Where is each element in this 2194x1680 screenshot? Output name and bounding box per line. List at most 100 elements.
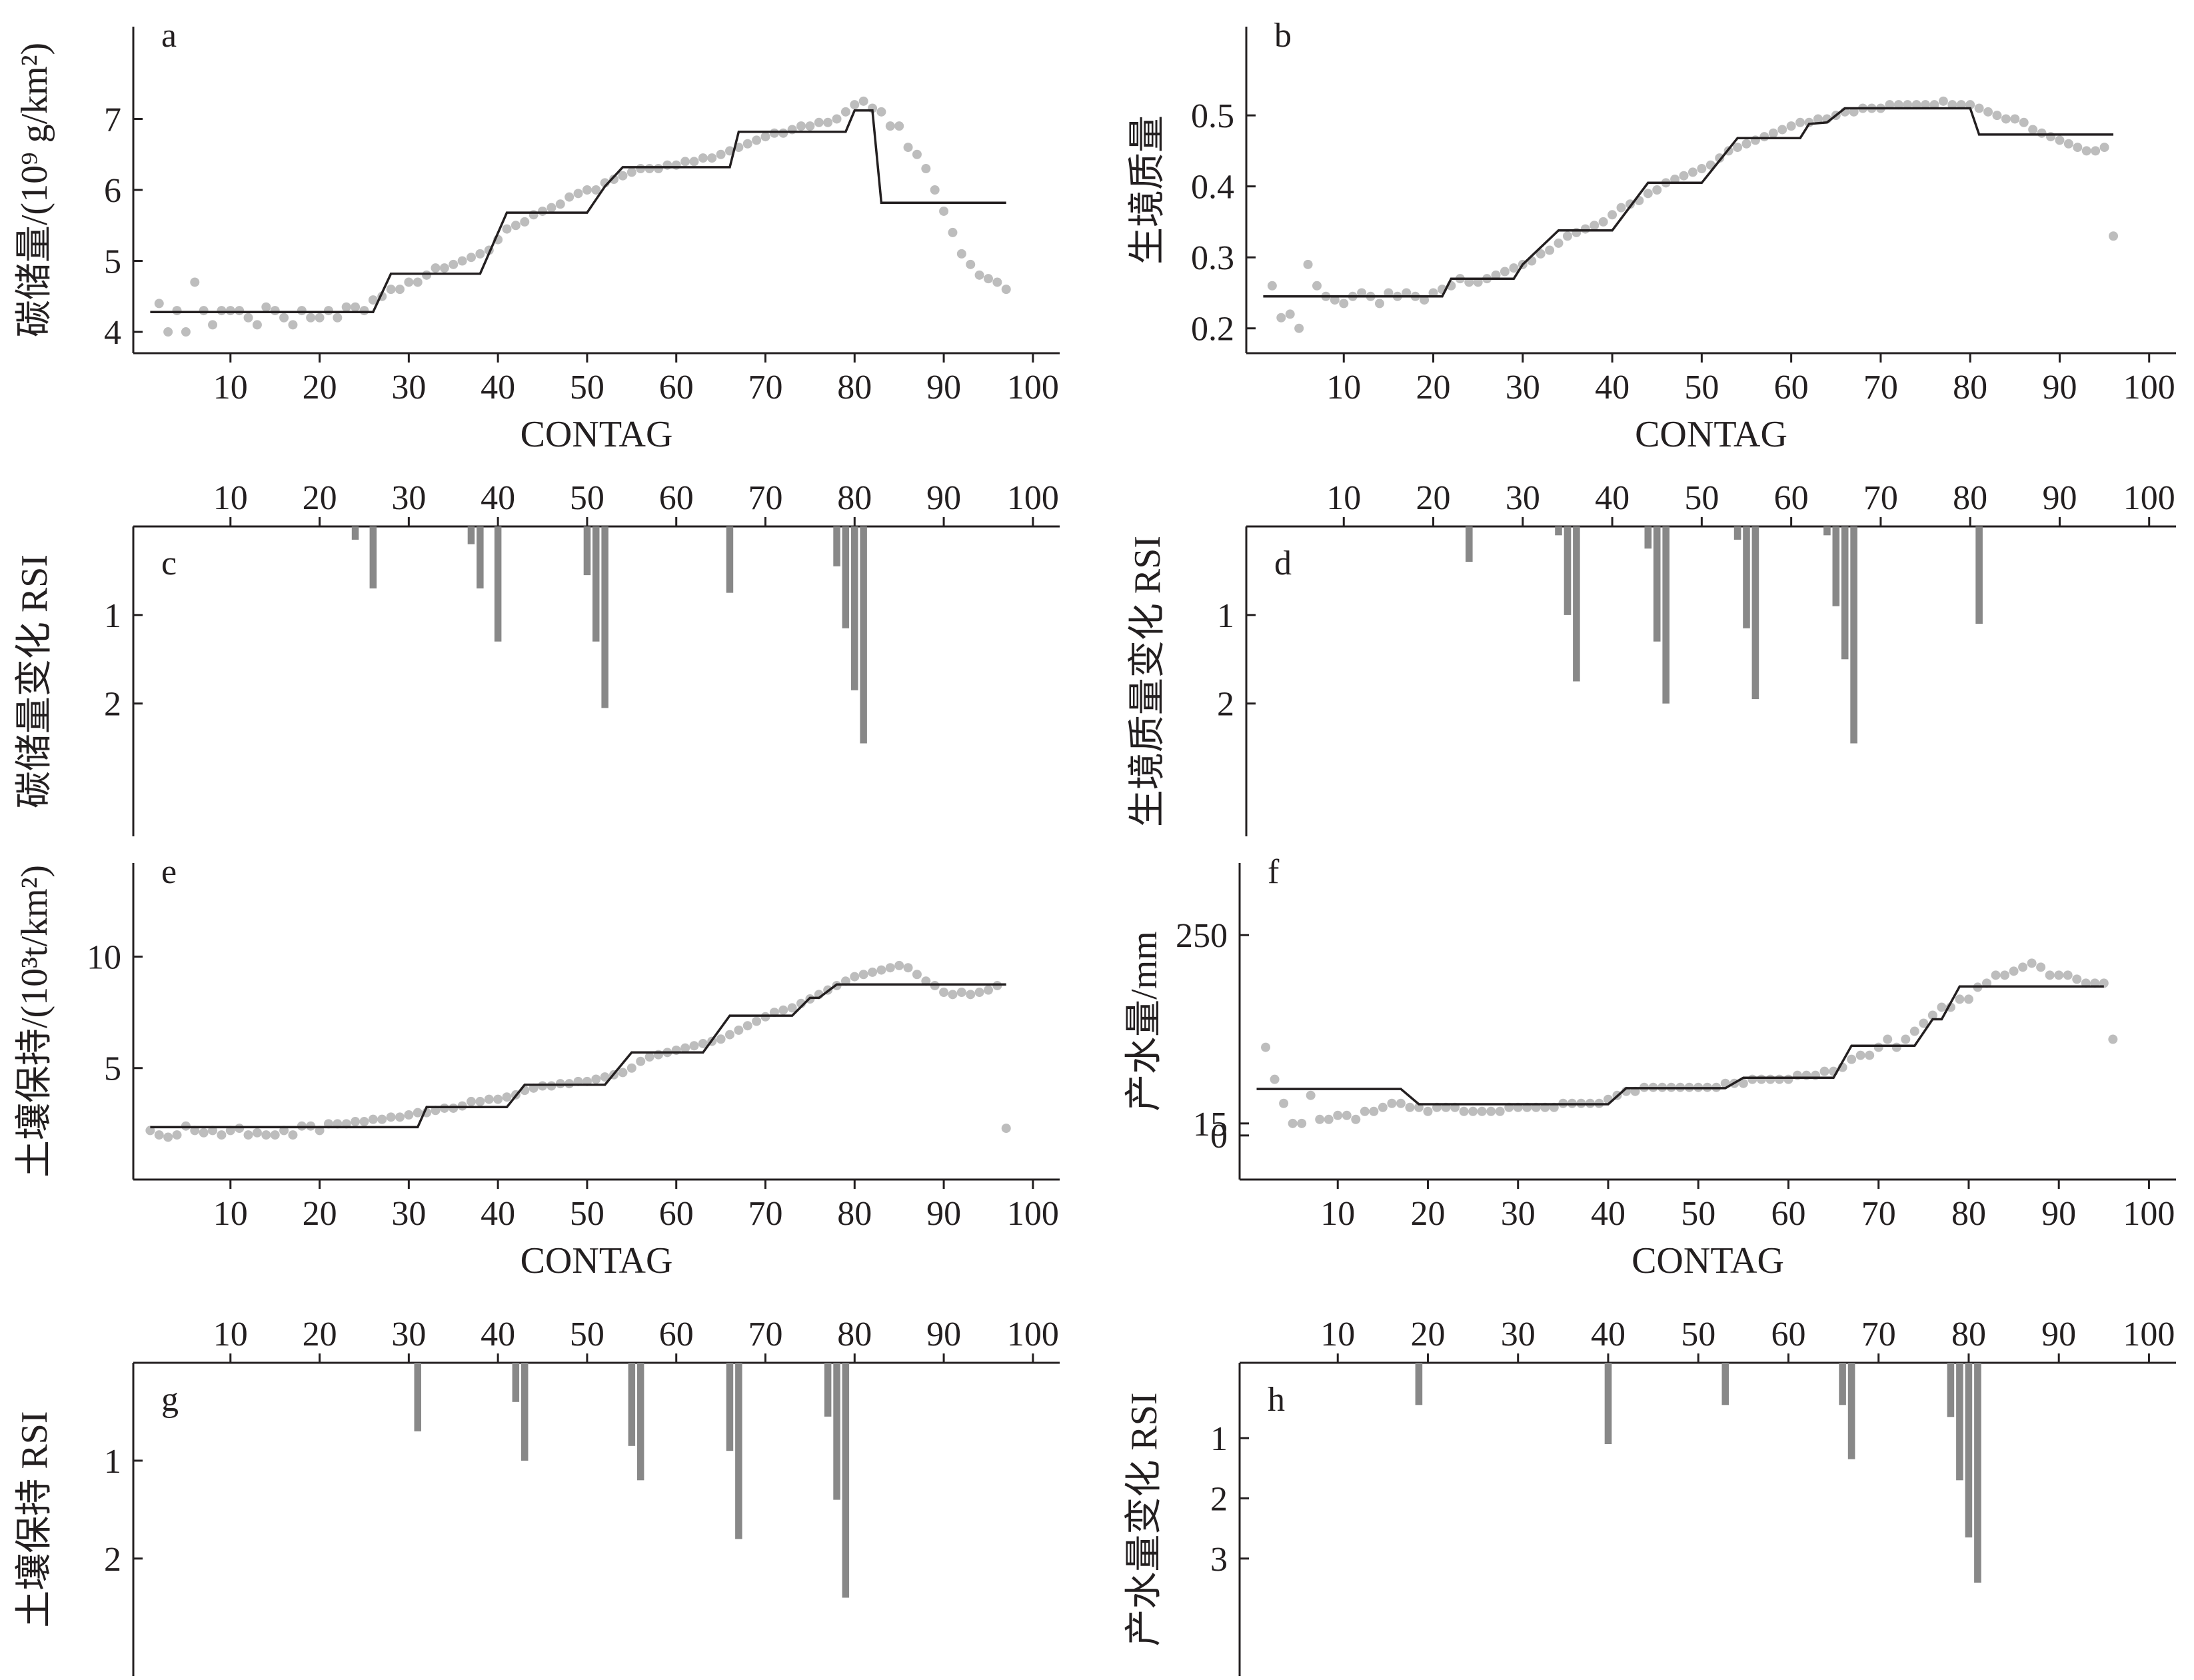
data-point <box>2000 970 2010 980</box>
data-point <box>252 320 262 330</box>
data-point <box>591 1074 601 1084</box>
data-point <box>689 1041 699 1051</box>
y-axis-label: 碳储量变化 RSI <box>14 554 55 808</box>
data-point <box>796 121 806 131</box>
data-point <box>1477 1106 1487 1116</box>
y-tick-label: 5 <box>104 243 121 281</box>
y-tick-label: 0.5 <box>1191 97 1234 135</box>
data-point <box>742 139 752 149</box>
bar <box>726 1363 734 1451</box>
data-point <box>2099 143 2109 153</box>
panel-label: f <box>1268 853 1280 891</box>
y-tick-label: 3 <box>1210 1541 1228 1579</box>
x-tick-label: 70 <box>1861 1195 1896 1233</box>
data-point <box>983 985 993 995</box>
data-point <box>1001 1124 1011 1134</box>
data-point <box>1360 1106 1370 1116</box>
data-point <box>1759 132 1769 142</box>
bar <box>1721 1363 1729 1405</box>
panel-e: 10 20 30 40 50 60 70 80 90 100 5 10 e CONTAG 土壤保持/(10³… <box>14 853 1060 1281</box>
data-point <box>778 128 788 138</box>
data-point <box>1423 1106 1433 1116</box>
x-tick-label: 90 <box>926 479 961 517</box>
data-point <box>832 114 842 124</box>
x-tick-label: 20 <box>1410 1315 1445 1353</box>
data-point <box>261 1130 271 1140</box>
data-point <box>1402 288 1412 298</box>
y-tick-label: 7 <box>104 101 121 139</box>
data-point <box>475 249 485 259</box>
bar <box>494 526 502 642</box>
data-point <box>484 1094 494 1104</box>
data-point <box>1883 1034 1893 1044</box>
data-point <box>1267 281 1277 291</box>
data-point <box>1491 270 1501 280</box>
y-tick-label: 250 <box>1176 917 1228 955</box>
x-tick-label: 20 <box>303 369 337 407</box>
data-point <box>1339 299 1349 309</box>
x-tick-label: 10 <box>213 1195 248 1233</box>
y-tick-label: 15 <box>1193 1106 1228 1144</box>
x-tick-label: 40 <box>481 479 515 517</box>
bar <box>1751 526 1759 700</box>
x-tick-label: 100 <box>1007 479 1059 517</box>
y-tick-label: 2 <box>1210 1480 1228 1518</box>
data-point <box>956 988 966 998</box>
data-point <box>190 277 200 287</box>
data-point <box>1983 107 1993 117</box>
data-point <box>1715 153 1725 163</box>
bar <box>1850 526 1857 744</box>
panel-label: g <box>161 1381 179 1419</box>
data-point <box>1919 1018 1929 1028</box>
data-point <box>1865 1050 1875 1060</box>
bar <box>467 526 475 544</box>
data-point <box>1938 96 1948 106</box>
x-tick-label: 90 <box>926 1195 961 1233</box>
x-tick-label: 60 <box>1774 369 1809 407</box>
data-point <box>288 1130 298 1140</box>
bar <box>1733 526 1741 540</box>
data-point <box>787 1003 797 1013</box>
data-point <box>199 1128 209 1138</box>
data-point <box>1697 164 1707 174</box>
data-point <box>1357 288 1367 298</box>
data-point <box>618 1068 628 1078</box>
data-point <box>261 302 271 312</box>
bar <box>583 526 591 576</box>
bar <box>414 1363 421 1431</box>
x-tick-label: 30 <box>391 369 426 407</box>
data-point <box>600 1072 610 1082</box>
data-point <box>814 117 824 127</box>
data-point <box>413 277 423 287</box>
x-tick-label: 20 <box>303 1195 337 1233</box>
data-point <box>1333 1110 1343 1120</box>
data-point <box>1464 277 1474 287</box>
x-tick-label: 30 <box>391 479 426 517</box>
data-point <box>840 107 850 117</box>
fit-line <box>150 983 1006 1129</box>
data-point <box>2018 962 2028 972</box>
data-point <box>404 1110 414 1120</box>
data-point <box>1495 1106 1505 1116</box>
panel-label: d <box>1274 544 1292 582</box>
y-axis-label: 土壤保持 RSI <box>14 1411 55 1627</box>
panel-label: h <box>1268 1381 1285 1419</box>
bar <box>824 1363 832 1417</box>
data-point <box>1330 295 1340 305</box>
x-tick-label: 20 <box>1416 479 1451 517</box>
fit-line <box>1263 107 2113 298</box>
data-point <box>1849 107 1859 117</box>
data-point <box>217 306 227 316</box>
bar <box>351 526 359 540</box>
data-point <box>644 1052 654 1062</box>
data-point <box>467 1096 477 1106</box>
data-point <box>502 224 512 234</box>
data-point <box>2063 139 2073 149</box>
data-point <box>903 963 913 973</box>
y-tick-label: 2 <box>104 686 121 724</box>
data-point <box>1956 100 1966 110</box>
data-point <box>1901 1034 1911 1044</box>
data-point <box>903 143 913 153</box>
panel-label: b <box>1274 17 1292 55</box>
data-point <box>1909 1026 1919 1036</box>
